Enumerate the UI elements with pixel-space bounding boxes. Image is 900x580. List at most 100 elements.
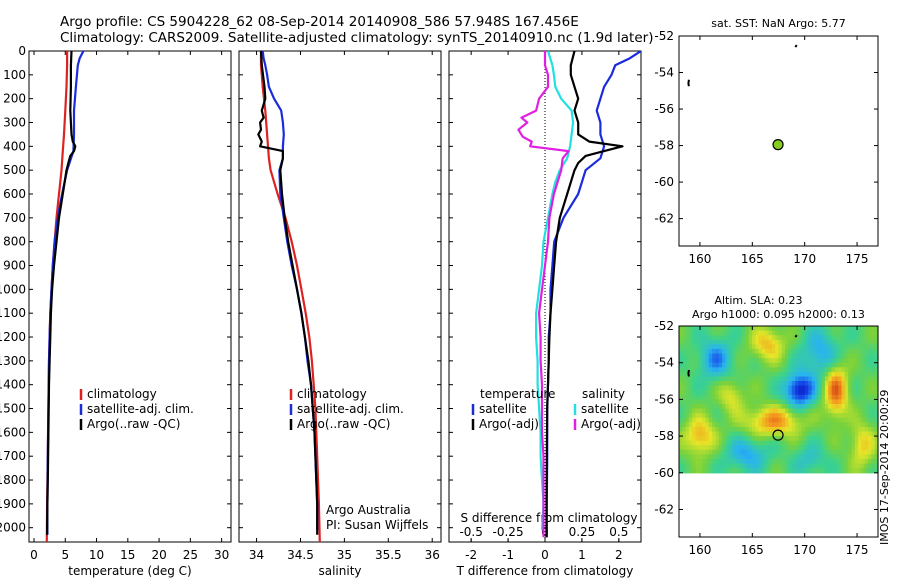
- sla-cell: [728, 385, 733, 391]
- sla-cell: [828, 367, 833, 373]
- sla-cell: [708, 417, 713, 423]
- sla-cell: [682, 394, 687, 400]
- sla-cell: [775, 454, 780, 460]
- sla-cell: [705, 422, 710, 428]
- sla-cell: [775, 362, 780, 368]
- sla-cell: [745, 371, 750, 378]
- sla-cell: [702, 390, 707, 396]
- sla-cell: [834, 326, 839, 332]
- sla-cell: [715, 445, 720, 451]
- sla-cell: [695, 459, 700, 465]
- sla-cell: [844, 330, 849, 336]
- sla-cell: [848, 463, 853, 469]
- sla-cell: [768, 422, 773, 428]
- sla-cell: [831, 367, 836, 373]
- sla-cell: [768, 390, 773, 396]
- sla-cell: [808, 335, 813, 341]
- sla-cell: [722, 399, 726, 405]
- sla-cell: [771, 358, 776, 364]
- sla-cell: [861, 358, 866, 364]
- sla-cell: [838, 445, 843, 451]
- sla-cell: [861, 339, 866, 345]
- sla-cell: [705, 440, 710, 446]
- sla-cell: [864, 385, 869, 391]
- sla-cell: [851, 376, 856, 382]
- sla-cell: [788, 431, 793, 437]
- sla-cell: [811, 436, 816, 442]
- sla-cell: [851, 326, 856, 332]
- sla-cell: [795, 454, 799, 460]
- sla-cell: [679, 335, 683, 341]
- sla-cell: [848, 381, 853, 387]
- sla-cell: [745, 459, 750, 465]
- sla-cell: [771, 335, 776, 341]
- map-sla-xtick-label: 170: [793, 543, 816, 557]
- sla-cell: [738, 339, 743, 345]
- sla-cell: [752, 394, 756, 400]
- sla-cell: [848, 426, 853, 433]
- salinity-legend-label: climatology: [297, 387, 367, 401]
- sla-cell: [742, 459, 746, 465]
- sla-cell: [815, 335, 819, 341]
- depth-tick-label: 1500: [0, 402, 26, 416]
- sla-cell: [838, 371, 843, 378]
- sla-cell: [871, 440, 876, 446]
- salinity-xtick-label: 36: [425, 548, 440, 562]
- sla-cell: [824, 326, 829, 332]
- sla-cell: [834, 367, 839, 373]
- sla-cell: [732, 399, 736, 405]
- sla-cell: [685, 381, 690, 387]
- sla-cell: [854, 371, 859, 378]
- sdiff-xtick-label: 0.25: [569, 525, 596, 539]
- sdiff-xlabel: S difference from climatology: [461, 511, 638, 525]
- sla-cell: [805, 381, 809, 387]
- sla-cell: [788, 339, 793, 345]
- sla-cell: [692, 431, 697, 437]
- sla-cell: [821, 362, 826, 368]
- sla-cell: [771, 348, 776, 355]
- sla-cell: [854, 449, 859, 455]
- sla-cell: [841, 367, 846, 373]
- sla-cell: [728, 468, 733, 474]
- sla-cell: [738, 426, 743, 433]
- sla-cell: [738, 417, 743, 423]
- sla-cell: [732, 376, 736, 382]
- sla-cell: [745, 394, 750, 400]
- sla-cell: [778, 326, 783, 332]
- sla-cell: [838, 394, 843, 400]
- sla-cell: [798, 330, 803, 336]
- sla-cell: [718, 326, 723, 332]
- sla-cell: [844, 385, 849, 391]
- sla-cell: [868, 353, 872, 359]
- sla-cell: [695, 381, 700, 387]
- sla-cell: [725, 445, 730, 451]
- sla-cell: [868, 445, 872, 451]
- series-s-satellite: [534, 51, 575, 531]
- sla-cell: [748, 440, 753, 446]
- sla-cell: [788, 335, 793, 341]
- sla-cell: [858, 353, 862, 359]
- sla-cell: [738, 404, 743, 410]
- sla-cell: [738, 335, 743, 341]
- sla-cell: [738, 454, 743, 460]
- sla-cell: [785, 339, 789, 345]
- sla-cell: [821, 339, 826, 345]
- sla-cell: [695, 394, 700, 400]
- sla-cell: [821, 381, 826, 387]
- sla-cell: [801, 390, 806, 396]
- sla-cell: [791, 367, 796, 373]
- sla-cell: [871, 390, 876, 396]
- sla-cell: [735, 463, 740, 469]
- sla-cell: [791, 417, 796, 423]
- sla-cell: [854, 390, 859, 396]
- sla-cell: [815, 390, 819, 396]
- sla-cell: [798, 426, 803, 433]
- sla-cell: [718, 436, 723, 442]
- sla-cell: [752, 413, 756, 419]
- sla-cell: [692, 417, 697, 423]
- sla-cell: [752, 371, 756, 378]
- sla-cell: [791, 454, 796, 460]
- sla-cell: [834, 371, 839, 378]
- sla-cell: [828, 376, 833, 382]
- differences-xtick-label: 1: [578, 548, 586, 562]
